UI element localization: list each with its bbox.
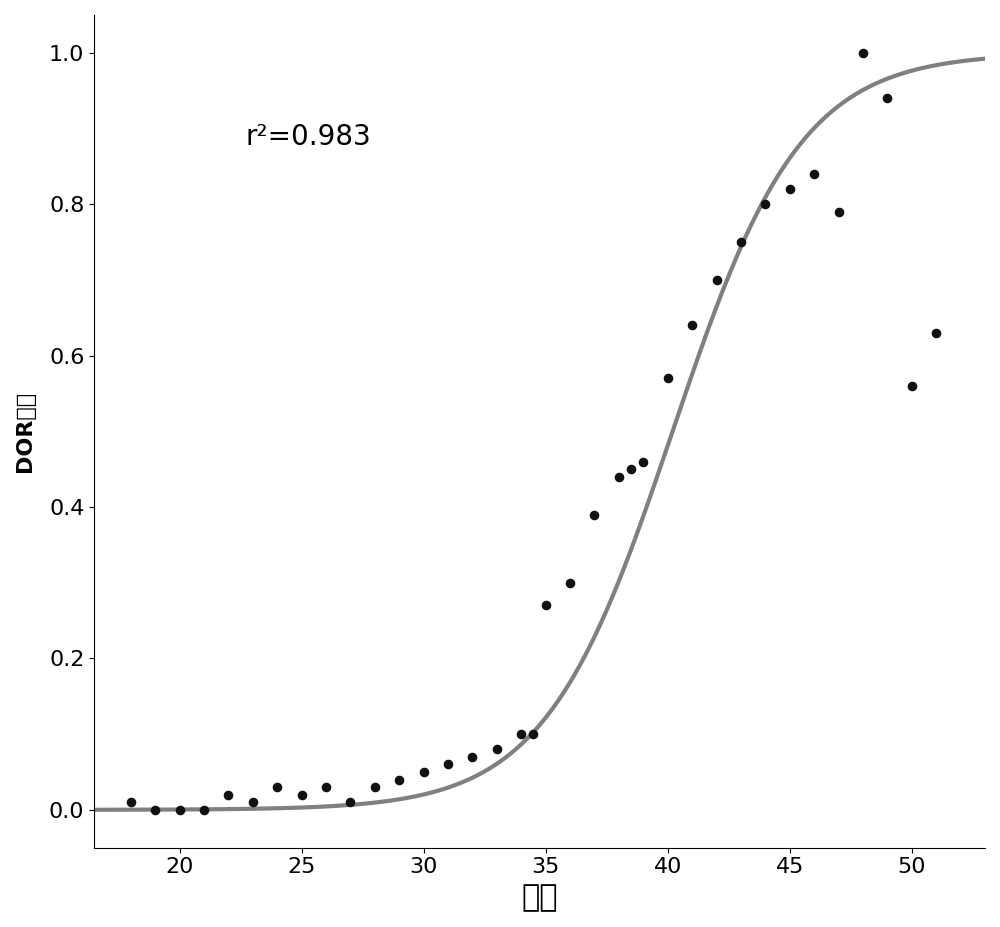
Point xyxy=(855,45,871,60)
Point xyxy=(806,167,822,182)
Point xyxy=(757,197,773,211)
Point xyxy=(489,742,505,756)
Point xyxy=(196,803,212,818)
Point xyxy=(391,772,407,787)
X-axis label: 年齢: 年齢 xyxy=(521,883,558,912)
Point xyxy=(318,780,334,794)
Point xyxy=(879,91,895,106)
Point xyxy=(342,794,358,809)
Point xyxy=(172,803,188,818)
Point xyxy=(147,803,163,818)
Point xyxy=(525,727,541,742)
Point xyxy=(294,787,310,802)
Point xyxy=(635,454,651,469)
Point xyxy=(623,462,639,476)
Point xyxy=(660,371,676,386)
Point xyxy=(123,794,139,809)
Text: r²=0.983: r²=0.983 xyxy=(246,123,371,151)
Point xyxy=(269,780,285,794)
Point xyxy=(513,727,529,742)
Point xyxy=(684,318,700,333)
Point xyxy=(220,787,236,802)
Point xyxy=(733,235,749,249)
Point xyxy=(782,182,798,197)
Point xyxy=(367,780,383,794)
Point xyxy=(440,757,456,772)
Point xyxy=(562,576,578,590)
Point xyxy=(928,325,944,340)
Point xyxy=(416,765,432,780)
Point xyxy=(904,378,920,393)
Point xyxy=(464,749,480,764)
Point xyxy=(831,205,847,220)
Point xyxy=(611,469,627,484)
Point xyxy=(586,507,602,522)
Point xyxy=(245,794,261,809)
Y-axis label: DOR比例: DOR比例 xyxy=(15,391,35,472)
Point xyxy=(709,273,725,287)
Point xyxy=(538,598,554,613)
